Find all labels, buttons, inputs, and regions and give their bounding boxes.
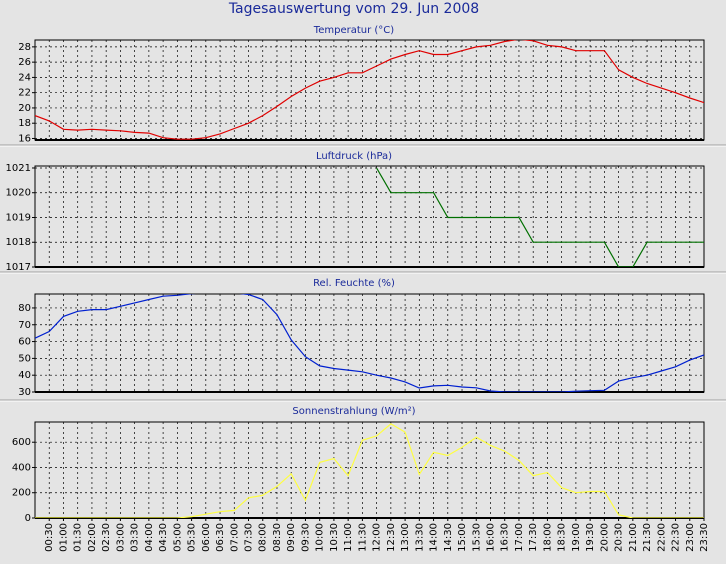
x-tick-label: 08:30 [272, 523, 283, 552]
y-tick-label: 80 [18, 303, 31, 314]
data-line [376, 167, 704, 267]
x-tick-label: 19:30 [585, 523, 596, 552]
plot-frame [34, 39, 705, 141]
x-tick-label: 02:00 [87, 523, 98, 552]
x-tick-label: 18:00 [542, 523, 553, 552]
data-line [35, 40, 704, 140]
y-tick-label: 22 [18, 88, 31, 99]
x-tick-label: 22:30 [671, 523, 682, 552]
x-tick-label: 20:00 [599, 523, 610, 552]
x-tick-label: 06:00 [201, 523, 212, 552]
x-tick-label: 03:00 [115, 523, 126, 552]
chart-panel: Rel. Feuchte (%) 30 40 50 60 70 80 [18, 278, 705, 398]
x-tick-label: 13:00 [400, 523, 411, 552]
x-tick-label: 07:00 [229, 523, 240, 552]
y-tick-label: 600 [12, 437, 31, 448]
y-tick-label: 1020 [6, 188, 31, 199]
x-tick-label: 00:30 [44, 523, 55, 552]
x-tick-label: 21:00 [628, 523, 639, 552]
y-tick-label: 1017 [6, 262, 31, 273]
x-tick-label: 05:30 [187, 523, 198, 552]
data-line [35, 294, 704, 392]
x-tick-label: 23:00 [685, 523, 696, 552]
x-tick-label: 05:00 [172, 523, 183, 552]
x-tick-label: 12:30 [386, 523, 397, 552]
y-tick-label: 16 [18, 133, 31, 144]
chart-title: Luftdruck (hPa) [316, 151, 392, 162]
x-tick-label: 23:30 [699, 523, 710, 552]
x-tick-label: 10:00 [315, 523, 326, 552]
y-tick-label: 400 [12, 462, 31, 473]
y-tick-label: 30 [18, 387, 31, 398]
x-tick-label: 10:30 [329, 523, 340, 552]
plot-frame [34, 293, 705, 393]
y-tick-label: 1019 [6, 212, 31, 223]
x-tick-label: 11:30 [357, 523, 368, 552]
y-tick-label: 18 [18, 118, 31, 129]
plot-frame [34, 421, 705, 519]
x-tick-label: 14:30 [443, 523, 454, 552]
x-tick-label: 18:30 [557, 523, 568, 552]
x-tick-label: 04:30 [158, 523, 169, 552]
y-tick-label: 1018 [6, 237, 31, 248]
y-tick-label: 60 [18, 337, 31, 348]
x-tick-label: 02:30 [101, 523, 112, 552]
y-tick-label: 40 [18, 370, 31, 381]
page-title: Tagesauswertung vom 29. Jun 2008 [228, 1, 479, 17]
data-line [35, 423, 704, 518]
y-tick-label: 24 [18, 72, 31, 83]
x-tick-label: 17:00 [514, 523, 525, 552]
chart-title: Temperatur (°C) [313, 25, 394, 36]
x-tick-label: 13:30 [414, 523, 425, 552]
y-tick-label: 200 [12, 488, 31, 499]
chart-panel: Luftdruck (hPa) 1017 1018 1019 1020 1021 [6, 151, 705, 273]
x-tick-label: 16:30 [500, 523, 511, 552]
chart-title: Rel. Feuchte (%) [313, 278, 395, 289]
x-tick-label: 16:00 [485, 523, 496, 552]
x-tick-label: 15:00 [457, 523, 468, 552]
chart-title: Sonnenstrahlung (W/m²) [292, 406, 415, 417]
x-tick-label: 08:00 [258, 523, 269, 552]
x-tick-label: 04:00 [144, 523, 155, 552]
x-tick-label: 20:30 [614, 523, 625, 552]
y-tick-label: 28 [18, 42, 31, 53]
x-tick-label: 21:30 [642, 523, 653, 552]
x-tick-label: 15:30 [471, 523, 482, 552]
y-tick-label: 70 [18, 320, 31, 331]
x-tick-label: 17:30 [528, 523, 539, 552]
y-tick-label: 20 [18, 103, 31, 114]
x-tick-label: 09:00 [286, 523, 297, 552]
y-tick-label: 26 [18, 57, 31, 68]
plot-frame [34, 165, 705, 268]
x-tick-label: 06:30 [215, 523, 226, 552]
x-tick-label: 14:00 [429, 523, 440, 552]
y-tick-label: 50 [18, 353, 31, 364]
x-tick-label: 03:30 [130, 523, 141, 552]
x-tick-label: 09:30 [300, 523, 311, 552]
x-tick-label: 12:00 [372, 523, 383, 552]
x-tick-label: 01:00 [58, 523, 69, 552]
x-tick-label: 22:00 [656, 523, 667, 552]
x-tick-label: 01:30 [73, 523, 84, 552]
x-tick-label: 07:30 [244, 523, 255, 552]
x-tick-label: 11:00 [343, 523, 354, 552]
y-tick-label: 0 [25, 513, 31, 524]
chart-panel: Temperatur (°C) 16 18 20 22 24 26 28 [18, 25, 705, 144]
y-tick-label: 1021 [6, 163, 31, 174]
x-tick-label: 19:00 [571, 523, 582, 552]
